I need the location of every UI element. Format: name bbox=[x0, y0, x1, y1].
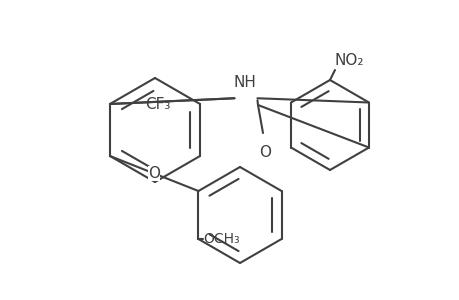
Text: O: O bbox=[148, 166, 160, 181]
Text: NO₂: NO₂ bbox=[334, 53, 364, 68]
Text: CF₃: CF₃ bbox=[144, 97, 170, 112]
Text: NH: NH bbox=[233, 75, 255, 90]
Text: OCH₃: OCH₃ bbox=[203, 232, 240, 246]
Text: O: O bbox=[258, 145, 270, 160]
